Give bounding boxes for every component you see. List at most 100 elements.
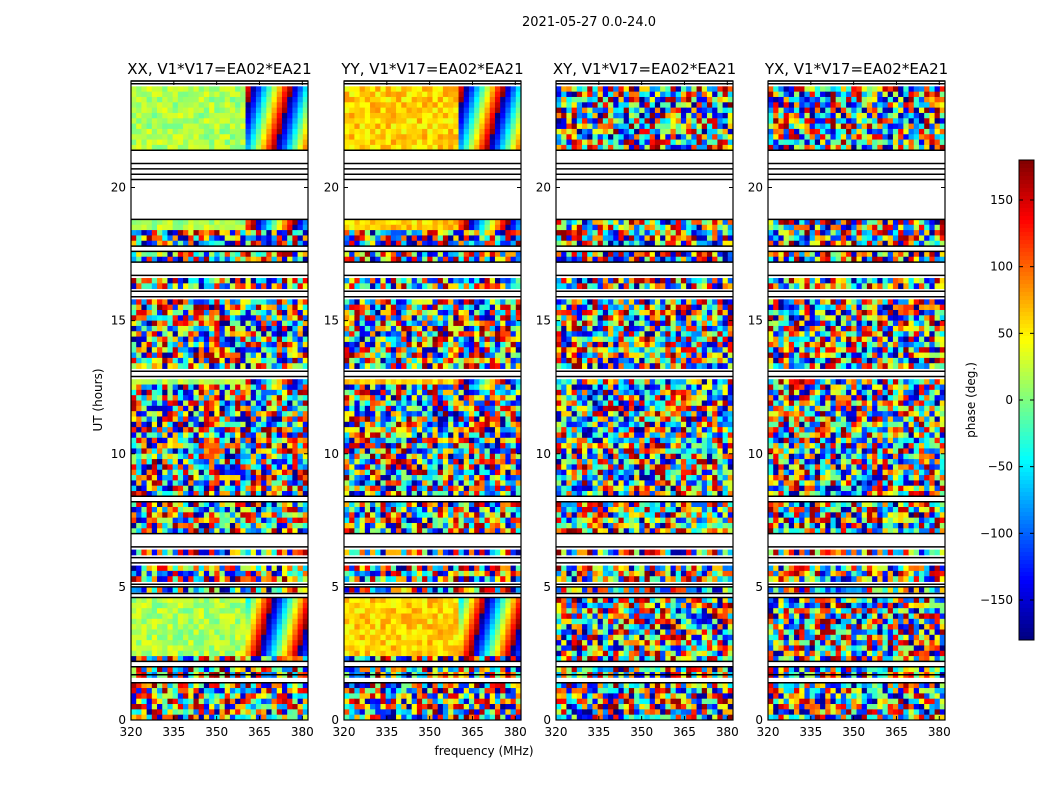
colorbar-stripe [1019,584,1034,589]
colorbar-stripe [1019,180,1034,185]
colorbar-stripe [1019,556,1034,561]
heatmap-cells [344,86,522,721]
colorbar-stripe [1019,212,1034,217]
colorbar-stripe [1019,232,1034,237]
colorbar-stripe [1019,296,1034,301]
y-tick-label: 5 [755,580,763,594]
colorbar-stripe [1019,428,1034,433]
colorbar-stripe [1019,220,1034,225]
flag-lines [556,80,733,684]
colorbar-stripe [1019,328,1034,333]
colorbar-stripe [1019,600,1034,605]
colorbar-stripe [1019,596,1034,601]
colorbar-stripe [1019,252,1034,257]
colorbar-stripe [1019,572,1034,577]
colorbar-stripe [1019,396,1034,401]
panel-title: XY, V1*V17=EA02*EA21 [553,60,736,78]
colorbar-stripe [1019,544,1034,549]
colorbar-ticks: 150 100 50 0 −50 −100 −150 [980,193,1034,607]
x-tick-label: 365 [248,725,271,739]
y-tick-label: 0 [543,713,551,727]
colorbar-stripe [1019,392,1034,397]
flag-lines [131,80,308,684]
figure-title: 2021-05-27 0.0-24.0 [522,15,656,30]
colorbar-stripe [1019,604,1034,609]
colorbar-stripe [1019,352,1034,357]
colorbar-stripe [1019,380,1034,385]
x-tick-label: 365 [885,725,908,739]
x-tick-label: 380 [291,725,314,739]
colorbar-stripe [1019,316,1034,321]
x-tick-label: 320 [120,725,143,739]
colorbar-stripe [1019,336,1034,341]
y-tick-label: 0 [331,713,339,727]
y-tick-label: 5 [331,580,339,594]
colorbar-stripe [1019,308,1034,313]
colorbar-stripe [1019,468,1034,473]
y-tick-label: 15 [536,314,551,328]
colorbar-stripe [1019,376,1034,381]
x-tick-label: 335 [162,725,185,739]
colorbar-tick-label: −50 [988,460,1013,474]
colorbar-stripe [1019,532,1034,537]
colorbar-stripe [1019,460,1034,465]
colorbar-stripe [1019,508,1034,513]
colorbar-stripe [1019,580,1034,585]
colorbar-stripe [1019,332,1034,337]
colorbar-stripe [1019,444,1034,449]
colorbar-gradient [1019,160,1034,641]
y-tick-label: 15 [748,314,763,328]
colorbar-stripe [1019,612,1034,617]
flag-lines [344,80,521,684]
x-tick-label: 365 [673,725,696,739]
colorbar-stripe [1019,632,1034,637]
colorbar-stripe [1019,504,1034,509]
colorbar-stripe [1019,576,1034,581]
y-tick-label: 10 [324,447,339,461]
panels: XX, V1*V17=EA02*EA21 320 335 350 365 380 0 5 10 1… [111,60,951,739]
colorbar-stripe [1019,344,1034,349]
colorbar: 150 100 50 0 −50 −100 −150 phase (deg.) [964,159,1035,641]
x-tick-label: 320 [757,725,780,739]
colorbar-stripe [1019,360,1034,365]
colorbar-stripe [1019,292,1034,297]
colorbar-tick-label: 0 [1005,393,1013,407]
colorbar-stripe [1019,224,1034,229]
x-tick-label: 335 [799,725,822,739]
colorbar-stripe [1019,240,1034,245]
colorbar-stripe [1019,512,1034,517]
colorbar-stripe [1019,368,1034,373]
colorbar-stripe [1019,208,1034,213]
colorbar-stripe [1019,216,1034,221]
heatmap-cells [556,86,734,721]
colorbar-stripe [1019,268,1034,273]
colorbar-stripe [1019,500,1034,505]
colorbar-stripe [1019,636,1034,641]
colorbar-stripe [1019,320,1034,325]
y-tick-label: 20 [536,181,551,195]
colorbar-stripe [1019,200,1034,205]
colorbar-stripe [1019,480,1034,485]
colorbar-stripe [1019,616,1034,621]
heatmap-cells [131,86,309,721]
colorbar-stripe [1019,168,1034,173]
colorbar-stripe [1019,364,1034,369]
colorbar-stripe [1019,196,1034,201]
colorbar-stripe [1019,264,1034,269]
colorbar-stripe [1019,568,1034,573]
colorbar-stripe [1019,628,1034,633]
colorbar-stripe [1019,184,1034,189]
colorbar-stripe [1019,256,1034,261]
colorbar-stripe [1019,324,1034,329]
colorbar-stripe [1019,300,1034,305]
x-tick-label: 335 [587,725,610,739]
x-tick-label: 380 [716,725,739,739]
y-tick-label: 15 [324,314,339,328]
colorbar-stripe [1019,164,1034,169]
colorbar-stripe [1019,620,1034,625]
colorbar-stripe [1019,560,1034,565]
plot-frame [555,80,734,721]
y-tick-label: 10 [111,447,126,461]
colorbar-stripe [1019,236,1034,241]
